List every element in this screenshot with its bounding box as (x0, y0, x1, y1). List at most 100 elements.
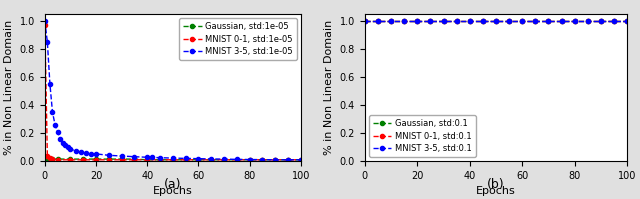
MNIST 3-5, std:0.1 (492, 20, 500, 22)
MNIST 3-5, std:1e-05 (182, 157, 189, 160)
Gaussian, std:0.1 (623, 20, 631, 22)
MNIST 0-1, std:1e-05 (67, 159, 74, 161)
Gaussian, std:0.1 (440, 20, 447, 22)
MNIST 3-5, std:1e-05 (54, 131, 61, 133)
MNIST 0-1, std:1e-05 (49, 158, 56, 160)
Text: (a): (a) (164, 178, 182, 191)
MNIST 0-1, std:1e-05 (259, 159, 266, 161)
MNIST 0-1, std:0.1 (387, 20, 395, 22)
MNIST 0-1, std:0.1 (440, 20, 447, 22)
MNIST 3-5, std:0.1 (506, 20, 513, 22)
Line: MNIST 3-5, std:0.1: MNIST 3-5, std:0.1 (363, 19, 629, 23)
MNIST 3-5, std:0.1 (531, 20, 539, 22)
MNIST 0-1, std:0.1 (506, 20, 513, 22)
MNIST 0-1, std:1e-05 (54, 159, 61, 161)
Gaussian, std:1e-05 (67, 158, 74, 160)
MNIST 0-1, std:0.1 (479, 20, 487, 22)
MNIST 3-5, std:1e-05 (72, 150, 79, 152)
MNIST 3-5, std:1e-05 (207, 158, 215, 160)
MNIST 0-1, std:0.1 (453, 20, 461, 22)
MNIST 0-1, std:1e-05 (233, 159, 241, 161)
MNIST 3-5, std:1e-05 (156, 156, 164, 159)
Gaussian, std:1e-05 (131, 158, 138, 160)
MNIST 3-5, std:1e-05 (148, 156, 156, 159)
MNIST 3-5, std:1e-05 (56, 138, 64, 140)
Gaussian, std:1e-05 (118, 158, 125, 160)
MNIST 0-1, std:0.1 (518, 20, 526, 22)
Gaussian, std:0.1 (466, 20, 474, 22)
Gaussian, std:0.1 (374, 20, 381, 22)
Gaussian, std:0.1 (492, 20, 500, 22)
MNIST 0-1, std:0.1 (531, 20, 539, 22)
Gaussian, std:1e-05 (233, 159, 241, 161)
MNIST 3-5, std:0.1 (558, 20, 566, 22)
MNIST 3-5, std:1e-05 (87, 153, 95, 155)
Gaussian, std:0.1 (413, 20, 421, 22)
MNIST 3-5, std:1e-05 (67, 148, 74, 150)
Gaussian, std:0.1 (558, 20, 566, 22)
MNIST 3-5, std:1e-05 (271, 159, 279, 161)
MNIST 0-1, std:0.1 (426, 20, 434, 22)
Gaussian, std:0.1 (611, 20, 618, 22)
MNIST 0-1, std:0.1 (584, 20, 592, 22)
MNIST 3-5, std:1e-05 (246, 158, 253, 161)
MNIST 0-1, std:1e-05 (271, 159, 279, 161)
MNIST 3-5, std:1e-05 (297, 159, 305, 161)
MNIST 3-5, std:1e-05 (82, 152, 90, 154)
Gaussian, std:1e-05 (207, 159, 215, 161)
MNIST 0-1, std:0.1 (558, 20, 566, 22)
Gaussian, std:0.1 (401, 20, 408, 22)
MNIST 3-5, std:0.1 (374, 20, 381, 22)
Gaussian, std:0.1 (479, 20, 487, 22)
Line: MNIST 3-5, std:1e-05: MNIST 3-5, std:1e-05 (43, 19, 303, 162)
MNIST 3-5, std:0.1 (597, 20, 605, 22)
Gaussian, std:1e-05 (49, 158, 56, 160)
Gaussian, std:1e-05 (46, 158, 54, 160)
MNIST 3-5, std:1e-05 (259, 158, 266, 161)
MNIST 3-5, std:0.1 (479, 20, 487, 22)
Gaussian, std:1e-05 (105, 158, 113, 160)
Gaussian, std:1e-05 (284, 159, 292, 161)
MNIST 3-5, std:0.1 (387, 20, 395, 22)
Gaussian, std:1e-05 (143, 159, 151, 161)
Gaussian, std:1e-05 (246, 159, 253, 161)
MNIST 3-5, std:1e-05 (64, 146, 72, 149)
MNIST 0-1, std:1e-05 (46, 157, 54, 160)
MNIST 3-5, std:1e-05 (220, 158, 228, 160)
Gaussian, std:1e-05 (271, 159, 279, 161)
MNIST 0-1, std:1e-05 (79, 159, 87, 161)
Gaussian, std:1e-05 (156, 159, 164, 161)
Line: Gaussian, std:0.1: Gaussian, std:0.1 (363, 19, 629, 23)
MNIST 3-5, std:1e-05 (105, 154, 113, 156)
Line: MNIST 0-1, std:0.1: MNIST 0-1, std:0.1 (363, 19, 629, 23)
Gaussian, std:0.1 (571, 20, 579, 22)
MNIST 0-1, std:0.1 (623, 20, 631, 22)
MNIST 3-5, std:1e-05 (131, 155, 138, 158)
Legend: Gaussian, std:0.1, MNIST 0-1, std:0.1, MNIST 3-5, std:0.1: Gaussian, std:0.1, MNIST 0-1, std:0.1, M… (369, 115, 476, 157)
MNIST 3-5, std:0.1 (453, 20, 461, 22)
Gaussian, std:0.1 (597, 20, 605, 22)
MNIST 0-1, std:0.1 (597, 20, 605, 22)
MNIST 0-1, std:1e-05 (169, 159, 177, 161)
MNIST 0-1, std:1e-05 (118, 159, 125, 161)
MNIST 0-1, std:0.1 (374, 20, 381, 22)
MNIST 3-5, std:0.1 (611, 20, 618, 22)
MNIST 3-5, std:1e-05 (46, 83, 54, 85)
MNIST 0-1, std:1e-05 (207, 159, 215, 161)
MNIST 3-5, std:0.1 (571, 20, 579, 22)
MNIST 3-5, std:1e-05 (118, 155, 125, 157)
MNIST 0-1, std:0.1 (413, 20, 421, 22)
MNIST 3-5, std:1e-05 (44, 41, 51, 43)
MNIST 3-5, std:0.1 (426, 20, 434, 22)
MNIST 0-1, std:0.1 (361, 20, 369, 22)
Gaussian, std:0.1 (361, 20, 369, 22)
MNIST 3-5, std:1e-05 (41, 20, 49, 22)
MNIST 0-1, std:1e-05 (143, 159, 151, 161)
MNIST 0-1, std:1e-05 (195, 159, 202, 161)
Gaussian, std:0.1 (506, 20, 513, 22)
MNIST 3-5, std:1e-05 (49, 111, 56, 113)
Gaussian, std:0.1 (584, 20, 592, 22)
MNIST 0-1, std:1e-05 (297, 159, 305, 161)
Text: (b): (b) (487, 178, 505, 191)
Gaussian, std:1e-05 (220, 159, 228, 161)
